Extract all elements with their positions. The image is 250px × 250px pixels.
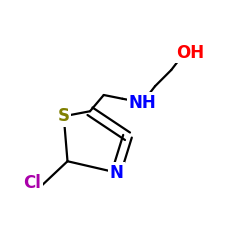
Text: OH: OH bbox=[176, 44, 204, 62]
Text: NH: NH bbox=[128, 94, 156, 112]
Text: Cl: Cl bbox=[24, 174, 42, 192]
Text: N: N bbox=[109, 164, 123, 182]
Text: S: S bbox=[58, 107, 70, 125]
